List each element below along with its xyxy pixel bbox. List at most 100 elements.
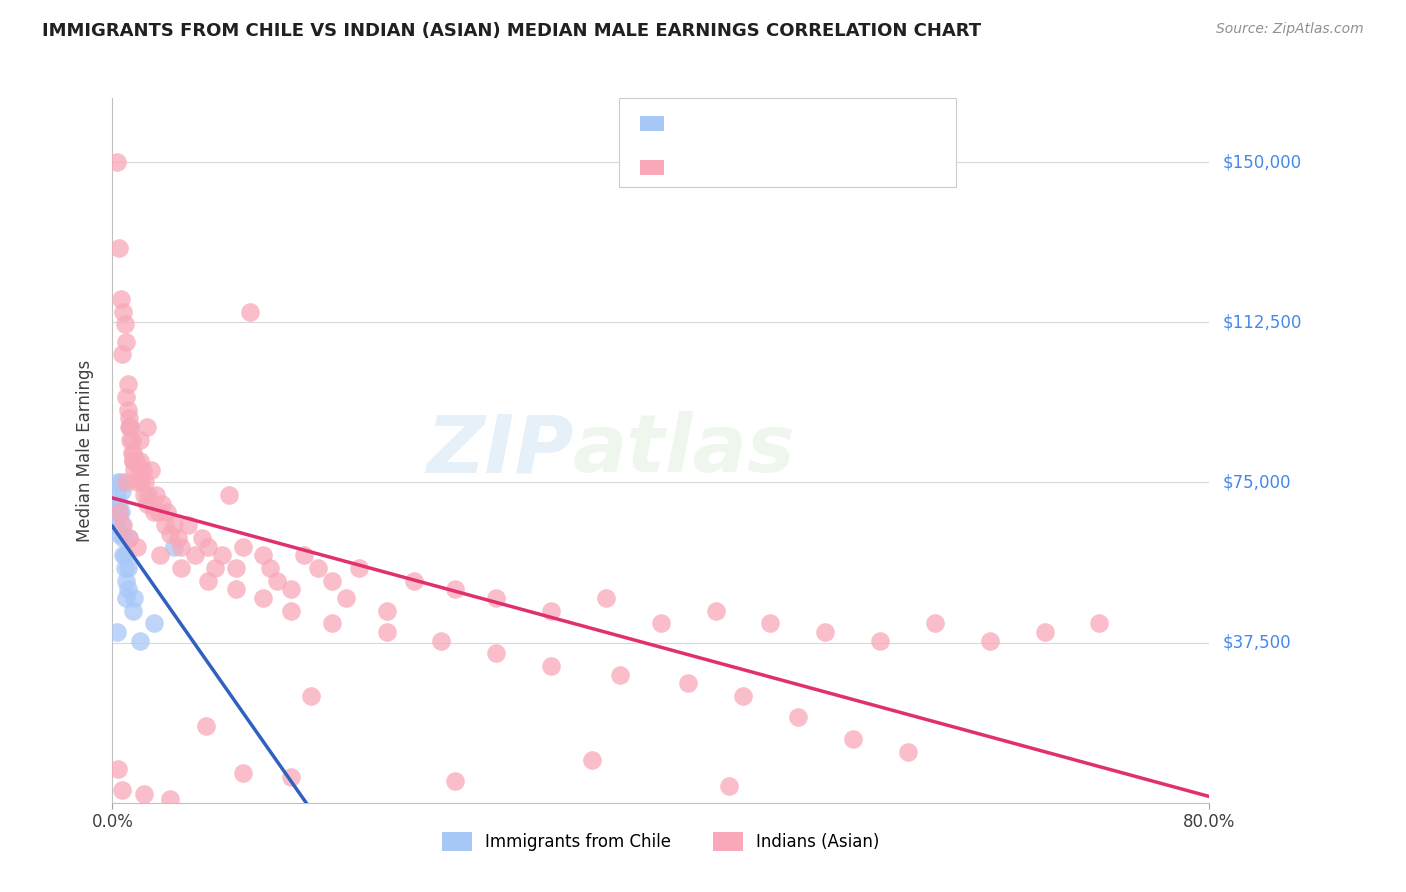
Point — [115, 475, 138, 490]
Point — [124, 591, 146, 605]
Point — [232, 540, 254, 554]
Point — [120, 420, 142, 434]
Point — [280, 770, 302, 784]
Text: R =: R = — [675, 114, 711, 132]
Point — [159, 526, 181, 541]
Point — [117, 377, 139, 392]
Point — [167, 531, 190, 545]
Point — [444, 774, 467, 789]
Y-axis label: Median Male Earnings: Median Male Earnings — [76, 359, 94, 541]
Point — [280, 582, 302, 597]
Point — [122, 454, 145, 468]
Point — [759, 616, 782, 631]
Point — [897, 745, 920, 759]
Text: atlas: atlas — [574, 411, 796, 490]
Point — [127, 475, 149, 490]
Point — [170, 561, 193, 575]
Point — [105, 488, 128, 502]
Point — [135, 420, 157, 434]
Point — [117, 561, 139, 575]
Point — [375, 624, 398, 639]
Text: 26: 26 — [820, 114, 842, 132]
Point — [163, 540, 186, 554]
Text: $75,000: $75,000 — [1223, 474, 1292, 491]
Point — [135, 497, 157, 511]
Point — [787, 710, 810, 724]
Point — [1088, 616, 1111, 631]
Point — [149, 548, 172, 562]
Point — [156, 505, 179, 519]
Point — [129, 475, 152, 490]
Point — [132, 488, 155, 502]
Point — [107, 762, 129, 776]
Point — [134, 475, 156, 490]
Point — [218, 488, 240, 502]
Point — [194, 719, 217, 733]
Point — [307, 561, 329, 575]
Point — [404, 574, 426, 588]
Point — [129, 633, 152, 648]
Point — [266, 574, 288, 588]
Point — [108, 497, 131, 511]
Point — [110, 505, 132, 519]
Text: N =: N = — [780, 114, 817, 132]
Point — [842, 731, 865, 746]
Point — [595, 591, 617, 605]
Point — [122, 454, 145, 468]
Point — [375, 604, 398, 618]
Point — [540, 659, 562, 673]
Point — [110, 475, 132, 490]
Point — [145, 488, 167, 502]
Point — [127, 540, 149, 554]
Point — [112, 531, 135, 545]
Point — [112, 548, 135, 562]
Point — [197, 574, 219, 588]
Point — [609, 667, 631, 681]
Point — [118, 411, 141, 425]
Point — [108, 505, 131, 519]
Point — [114, 548, 136, 562]
Point — [128, 463, 150, 477]
Point — [869, 633, 891, 648]
Point — [139, 463, 162, 477]
Point — [718, 779, 741, 793]
Text: $112,500: $112,500 — [1223, 313, 1302, 331]
Point — [924, 616, 946, 631]
Point — [115, 334, 138, 349]
Point — [225, 582, 247, 597]
Point — [122, 445, 145, 459]
Point — [122, 604, 145, 618]
Point — [444, 582, 467, 597]
Text: $37,500: $37,500 — [1223, 633, 1292, 652]
Point — [111, 483, 134, 498]
Point — [118, 531, 141, 545]
Point — [163, 518, 186, 533]
Point — [112, 304, 135, 318]
Point — [349, 561, 371, 575]
Point — [678, 676, 700, 690]
Point — [117, 582, 139, 597]
Point — [114, 561, 136, 575]
Point — [125, 454, 148, 468]
Point — [204, 561, 226, 575]
Point — [121, 445, 143, 459]
Point — [111, 783, 134, 797]
Text: N =: N = — [780, 159, 817, 177]
Point — [252, 591, 274, 605]
Point — [120, 420, 142, 434]
Point — [121, 433, 143, 447]
Point — [112, 518, 135, 533]
Point — [129, 433, 152, 447]
Point — [430, 633, 453, 648]
Point — [232, 765, 254, 780]
Point — [259, 561, 281, 575]
Point — [115, 574, 138, 588]
Point — [107, 505, 129, 519]
Point — [321, 574, 343, 588]
Point — [211, 548, 233, 562]
Point — [485, 591, 508, 605]
Point — [814, 624, 837, 639]
Point — [177, 518, 200, 533]
Point — [124, 463, 146, 477]
Point — [225, 561, 247, 575]
